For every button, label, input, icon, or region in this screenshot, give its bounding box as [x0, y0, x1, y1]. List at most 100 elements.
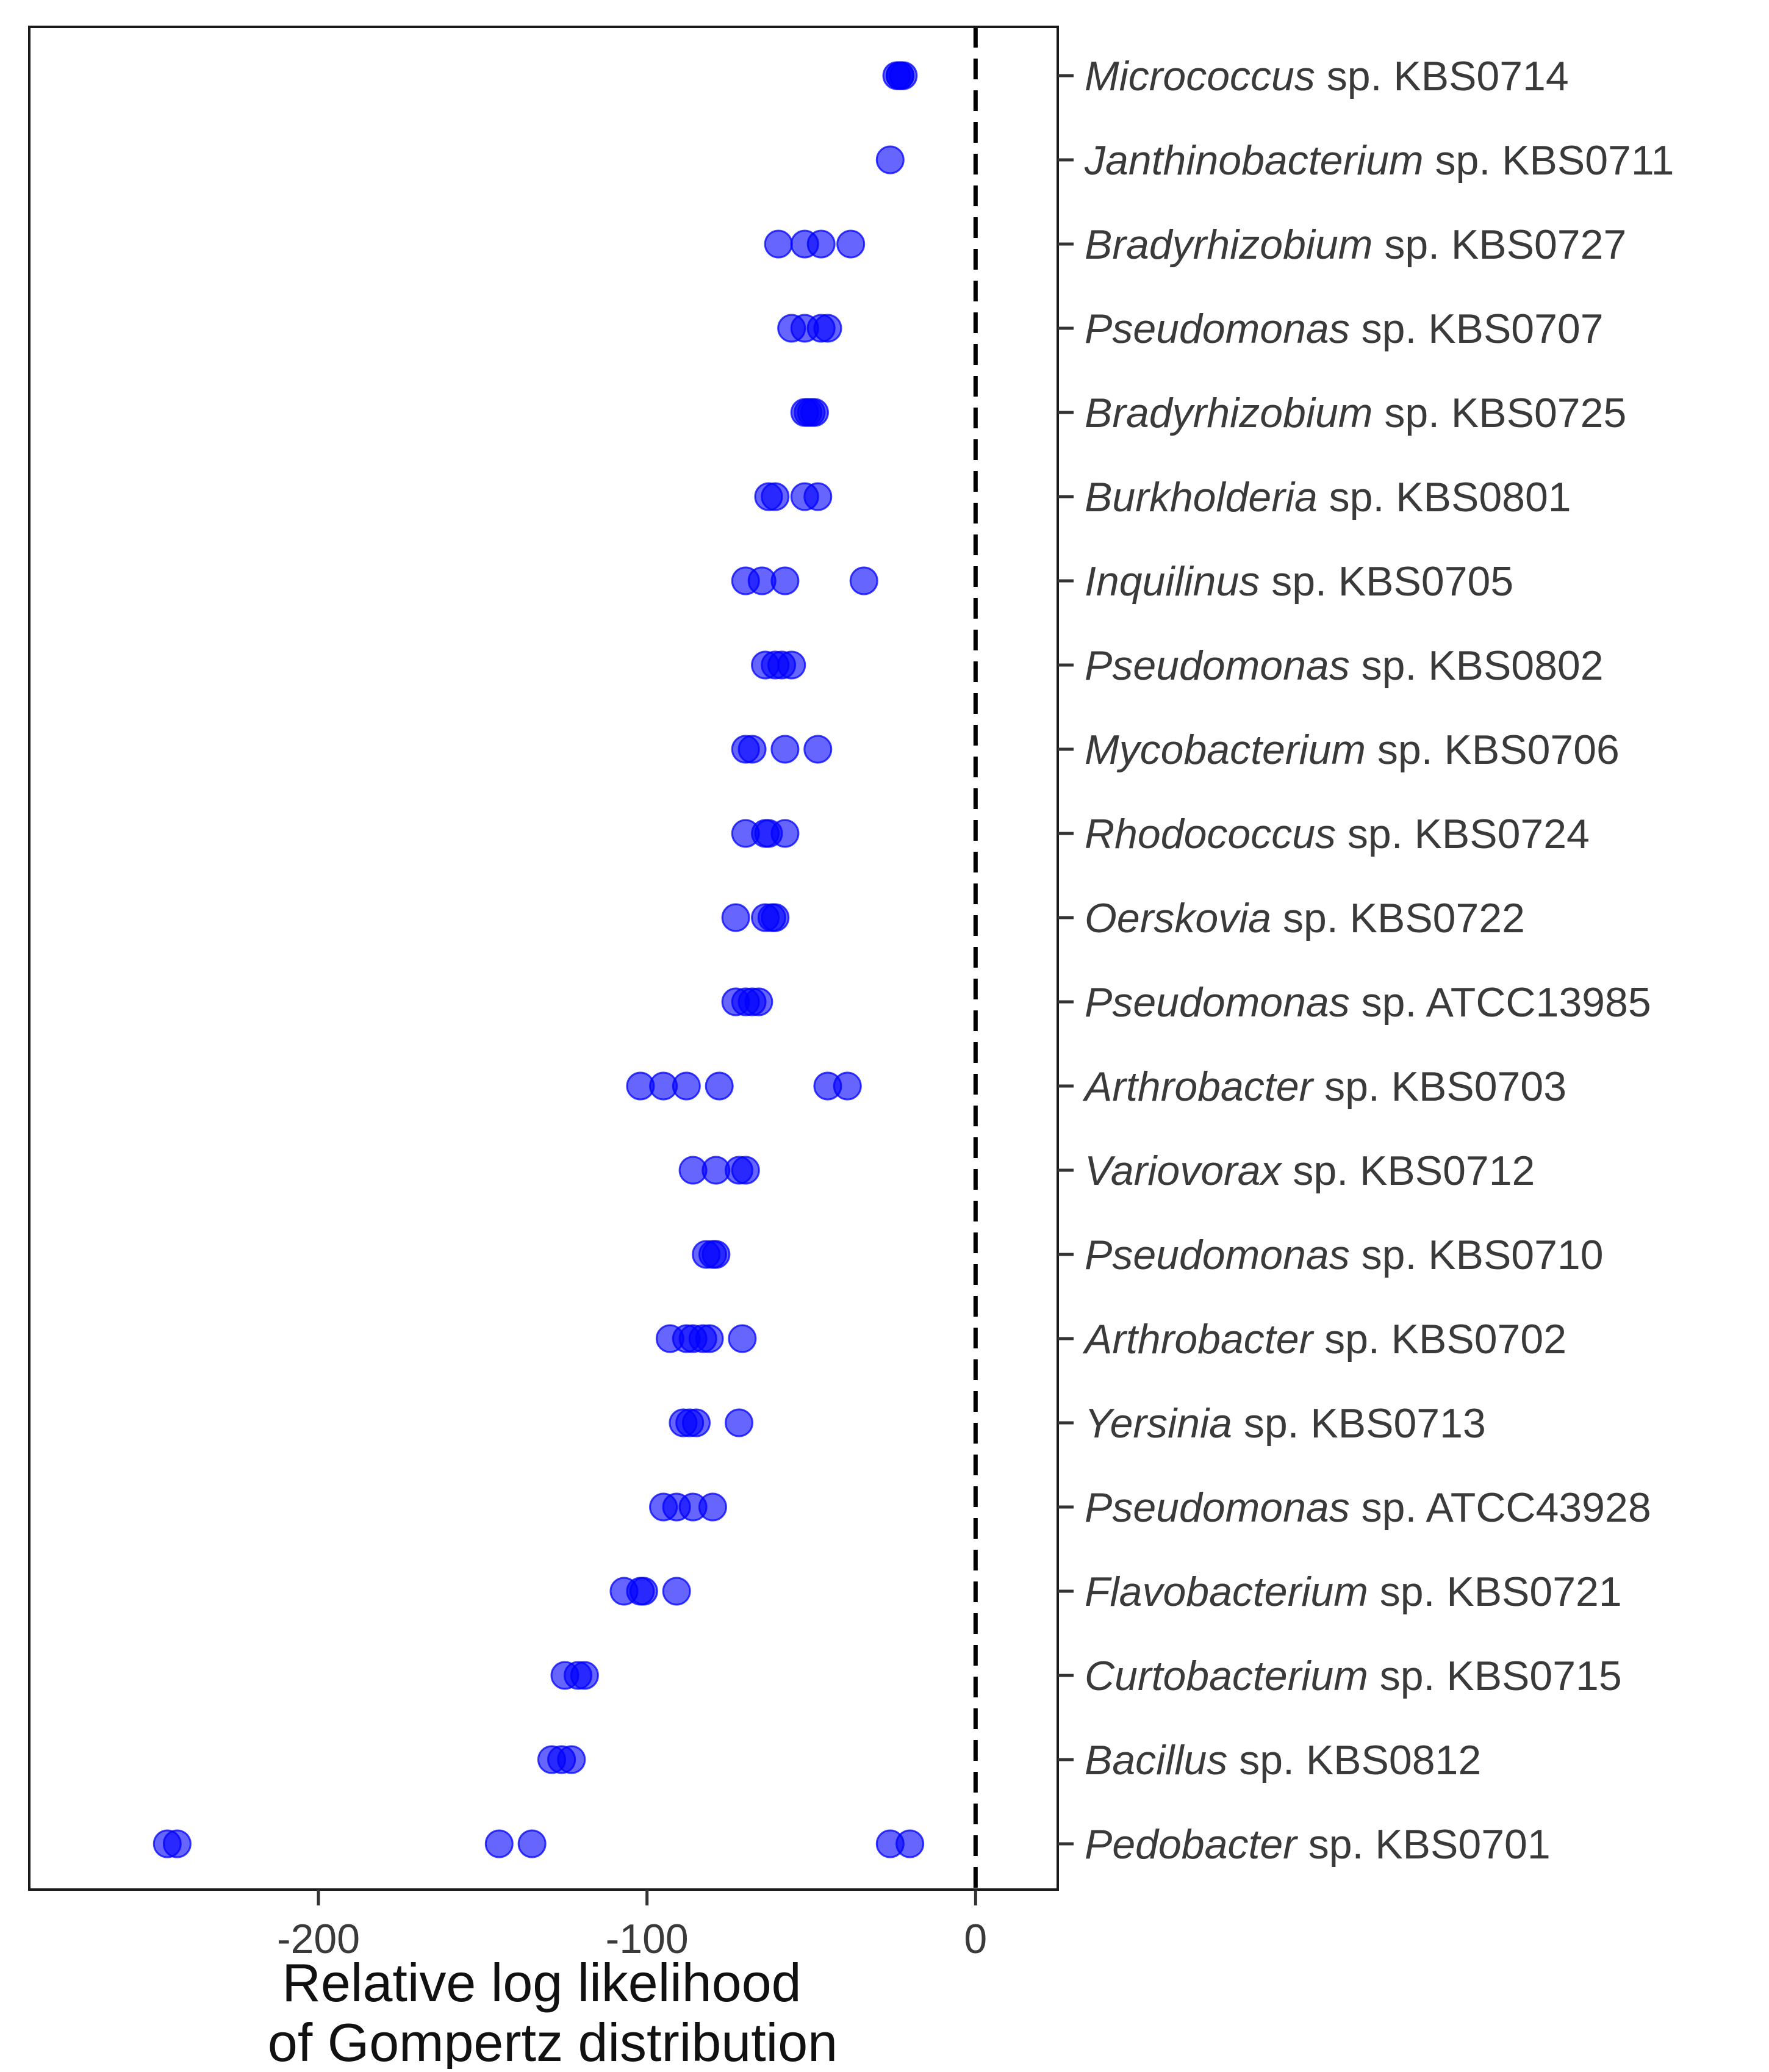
- y-tick-label-genus: Variovorax: [1085, 1148, 1283, 1194]
- y-tick-label: Inquilinus sp. KBS0705: [1085, 558, 1513, 605]
- y-tick-label-strain: sp. KBS0812: [1227, 1737, 1481, 1783]
- y-tick-label-genus: Pseudomonas: [1085, 979, 1350, 1026]
- data-point: [744, 987, 773, 1016]
- data-point: [725, 1408, 754, 1437]
- y-tick-label-strain: sp. KBS0701: [1297, 1821, 1551, 1868]
- data-point: [728, 1324, 757, 1353]
- data-point: [761, 482, 790, 511]
- y-tick-label-genus: Janthinobacterium: [1084, 137, 1424, 184]
- y-tick-label-strain: sp. KBS0710: [1350, 1232, 1604, 1278]
- y-tick-label-genus: Bacillus: [1085, 1737, 1227, 1783]
- data-point: [777, 650, 806, 680]
- data-point: [672, 1071, 701, 1101]
- y-tick-label-strain: sp. KBS0727: [1372, 221, 1626, 268]
- y-tick-label: Curtobacterium sp. KBS0715: [1085, 1653, 1622, 1699]
- data-point: [770, 566, 800, 595]
- data-point: [849, 566, 878, 595]
- data-point: [705, 1071, 734, 1101]
- data-point: [662, 1577, 691, 1606]
- y-tick-label-strain: sp. KBS0707: [1350, 306, 1604, 352]
- y-tick-label: Pseudomonas sp. KBS0710: [1085, 1232, 1604, 1278]
- x-tick-label: 0: [964, 1916, 987, 1962]
- data-point: [702, 1240, 731, 1269]
- y-tick-label: Bacillus sp. KBS0812: [1085, 1737, 1481, 1783]
- y-tick-label-genus: Pseudomonas: [1085, 1484, 1350, 1531]
- y-tick-label: Oerskovia sp. KBS0722: [1085, 895, 1525, 941]
- y-tick-label-strain: sp. KBS0706: [1366, 727, 1620, 773]
- y-tick-label-strain: sp. KBS0705: [1260, 558, 1513, 605]
- y-tick-label-genus: Oerskovia: [1085, 895, 1271, 941]
- data-point: [764, 229, 793, 259]
- y-tick-label-genus: Pseudomonas: [1085, 306, 1350, 352]
- data-point: [162, 1829, 192, 1858]
- y-tick-label: Variovorax sp. KBS0712: [1085, 1148, 1535, 1194]
- y-tick-label: Flavobacterium sp. KBS0721: [1085, 1569, 1622, 1615]
- y-tick-label: Bradyrhizobium sp. KBS0725: [1085, 390, 1626, 436]
- y-tick-label-strain: sp. KBS0703: [1313, 1063, 1566, 1110]
- data-point: [875, 145, 905, 174]
- data-point: [761, 903, 790, 932]
- y-tick-label-genus: Arthrobacter: [1082, 1316, 1315, 1362]
- data-point: [629, 1577, 658, 1606]
- y-tick-label-genus: Flavobacterium: [1085, 1569, 1368, 1615]
- y-tick-label: Rhodococcus sp. KBS0724: [1085, 811, 1590, 857]
- x-axis: -200 -100 0: [277, 1890, 987, 1962]
- y-tick-label: Janthinobacterium sp. KBS0711: [1084, 137, 1674, 184]
- data-point: [803, 735, 833, 764]
- data-point: [803, 482, 833, 511]
- y-tick-label: Micrococcus sp. KBS0714: [1085, 53, 1569, 99]
- x-tick-label: -100: [606, 1916, 689, 1962]
- y-tick-label: Pseudomonas sp. ATCC13985: [1085, 979, 1651, 1026]
- y-tick-label: Pseudomonas sp. ATCC43928: [1085, 1484, 1651, 1531]
- y-tick-label-genus: Pseudomonas: [1085, 1232, 1350, 1278]
- y-tick-label: Pseudomonas sp. KBS0802: [1085, 642, 1604, 689]
- y-tick-label-genus: Inquilinus: [1085, 558, 1260, 605]
- points-layer: [152, 61, 925, 1858]
- y-tick-label: Arthrobacter sp. KBS0703: [1082, 1063, 1566, 1110]
- data-point: [836, 229, 866, 259]
- y-tick-label-genus: Burkholderia: [1085, 474, 1318, 520]
- y-tick-label-genus: Yersinia: [1085, 1400, 1232, 1447]
- y-tick-label: Pedobacter sp. KBS0701: [1085, 1821, 1551, 1868]
- data-point: [484, 1829, 514, 1858]
- y-tick-label-genus: Curtobacterium: [1085, 1653, 1368, 1699]
- y-tick-label-genus: Rhodococcus: [1085, 811, 1336, 857]
- y-tick-label-strain: sp. KBS0801: [1318, 474, 1571, 520]
- data-point: [517, 1829, 547, 1858]
- x-axis-label-line-2: of Gompertz distribution: [268, 2012, 838, 2069]
- y-tick-label-strain: sp. KBS0714: [1315, 53, 1569, 99]
- y-tick-label-strain: sp. KBS0725: [1372, 390, 1626, 436]
- data-point: [806, 229, 836, 259]
- data-point: [698, 1492, 727, 1522]
- y-tick-label-strain: sp. ATCC43928: [1350, 1484, 1651, 1531]
- data-point: [681, 1408, 711, 1437]
- data-point: [813, 314, 842, 343]
- data-point: [695, 1324, 724, 1353]
- plot-frame: [28, 26, 1059, 1891]
- y-tick-label-genus: Micrococcus: [1085, 53, 1315, 99]
- y-tick-label-genus: Pseudomonas: [1085, 642, 1350, 689]
- y-axis: Micrococcus sp. KBS0714 Janthinobacterium…: [1058, 53, 1674, 1868]
- y-tick-label-genus: Bradyrhizobium: [1085, 221, 1372, 268]
- data-point: [731, 1156, 760, 1185]
- y-tick-label-strain: sp. KBS0713: [1232, 1400, 1486, 1447]
- y-tick-label: Yersinia sp. KBS0713: [1085, 1400, 1486, 1447]
- data-point: [889, 61, 918, 90]
- y-tick-label-genus: Bradyrhizobium: [1085, 390, 1372, 436]
- y-tick-label-genus: Mycobacterium: [1085, 727, 1366, 773]
- y-tick-label: Mycobacterium sp. KBS0706: [1085, 727, 1620, 773]
- y-tick-label-strain: sp. ATCC13985: [1350, 979, 1651, 1026]
- data-point: [770, 735, 800, 764]
- y-tick-label-strain: sp. KBS0712: [1282, 1148, 1535, 1194]
- data-point: [800, 398, 829, 427]
- y-tick-label-strain: sp. KBS0802: [1350, 642, 1604, 689]
- y-tick-label: Pseudomonas sp. KBS0707: [1085, 306, 1604, 352]
- y-tick-label-genus: Arthrobacter: [1082, 1063, 1315, 1110]
- y-tick-label-strain: sp. KBS0721: [1368, 1569, 1622, 1615]
- x-tick-label: -200: [277, 1916, 360, 1962]
- y-tick-label-strain: sp. KBS0724: [1336, 811, 1590, 857]
- data-point: [895, 1829, 925, 1858]
